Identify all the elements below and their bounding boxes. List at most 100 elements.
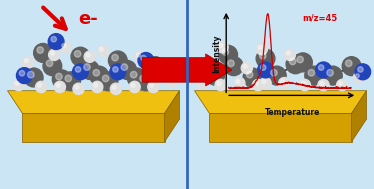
Text: e-: e- [79, 10, 98, 28]
Circle shape [99, 47, 103, 51]
Polygon shape [209, 113, 352, 142]
Circle shape [254, 81, 258, 85]
Circle shape [146, 57, 165, 76]
Circle shape [90, 66, 108, 85]
Circle shape [358, 67, 363, 72]
Circle shape [16, 68, 32, 84]
Circle shape [338, 81, 343, 85]
Circle shape [19, 70, 25, 76]
Circle shape [318, 65, 324, 70]
Circle shape [267, 66, 286, 85]
Circle shape [51, 36, 56, 42]
Circle shape [65, 75, 71, 82]
Circle shape [260, 77, 271, 89]
Circle shape [280, 79, 285, 84]
Circle shape [34, 43, 52, 62]
FancyArrow shape [142, 54, 232, 86]
Circle shape [148, 81, 159, 93]
Circle shape [129, 81, 140, 93]
Circle shape [209, 69, 215, 76]
Circle shape [137, 53, 141, 57]
Text: Temperature: Temperature [265, 108, 320, 117]
Circle shape [71, 47, 90, 66]
Circle shape [198, 79, 202, 84]
Circle shape [243, 68, 262, 87]
Circle shape [258, 62, 273, 78]
Circle shape [121, 64, 128, 70]
Circle shape [224, 57, 243, 76]
Circle shape [260, 65, 266, 70]
Circle shape [73, 64, 88, 80]
Circle shape [256, 43, 267, 55]
Circle shape [15, 81, 19, 85]
Circle shape [75, 67, 81, 72]
Polygon shape [22, 113, 165, 142]
Circle shape [13, 79, 24, 91]
Circle shape [149, 60, 156, 67]
Circle shape [284, 49, 295, 60]
Circle shape [86, 53, 90, 57]
Circle shape [97, 45, 108, 57]
Circle shape [110, 64, 126, 80]
Circle shape [56, 83, 60, 87]
Circle shape [355, 74, 359, 78]
Circle shape [308, 69, 315, 76]
Circle shape [262, 79, 266, 84]
Circle shape [52, 70, 71, 89]
Circle shape [217, 81, 221, 85]
Circle shape [62, 44, 66, 48]
Polygon shape [352, 91, 367, 142]
Circle shape [28, 71, 34, 78]
Circle shape [222, 49, 229, 55]
Polygon shape [165, 91, 180, 142]
Circle shape [155, 62, 174, 81]
Circle shape [217, 42, 228, 53]
Circle shape [320, 81, 324, 85]
Circle shape [36, 81, 47, 93]
Circle shape [258, 46, 262, 49]
Circle shape [102, 75, 109, 82]
Circle shape [198, 64, 214, 80]
Circle shape [56, 73, 62, 80]
Circle shape [286, 55, 305, 74]
Circle shape [246, 71, 253, 78]
Circle shape [112, 85, 116, 89]
Circle shape [37, 47, 43, 53]
Circle shape [131, 83, 135, 87]
Circle shape [99, 72, 118, 91]
Circle shape [353, 72, 365, 83]
Circle shape [219, 44, 223, 48]
Circle shape [54, 81, 65, 93]
Circle shape [110, 83, 122, 94]
Circle shape [289, 58, 296, 65]
Circle shape [355, 64, 371, 80]
Circle shape [241, 62, 252, 74]
Circle shape [305, 66, 324, 85]
Circle shape [168, 78, 172, 82]
Circle shape [228, 60, 234, 67]
Circle shape [327, 69, 333, 76]
Circle shape [135, 51, 146, 62]
Circle shape [337, 79, 348, 91]
Circle shape [256, 49, 275, 68]
Circle shape [84, 64, 90, 70]
Circle shape [243, 64, 247, 68]
Circle shape [75, 85, 79, 89]
Circle shape [219, 45, 237, 64]
Circle shape [252, 79, 264, 91]
Circle shape [200, 67, 206, 72]
Circle shape [113, 67, 118, 72]
Circle shape [137, 72, 155, 91]
Circle shape [236, 79, 240, 84]
Circle shape [141, 55, 146, 61]
Circle shape [301, 81, 305, 85]
Circle shape [234, 77, 245, 89]
Circle shape [73, 83, 84, 94]
Circle shape [112, 54, 118, 61]
Circle shape [127, 68, 146, 87]
Circle shape [196, 77, 208, 89]
Circle shape [60, 42, 71, 53]
Circle shape [93, 69, 99, 76]
Circle shape [84, 51, 95, 62]
Circle shape [50, 51, 55, 55]
